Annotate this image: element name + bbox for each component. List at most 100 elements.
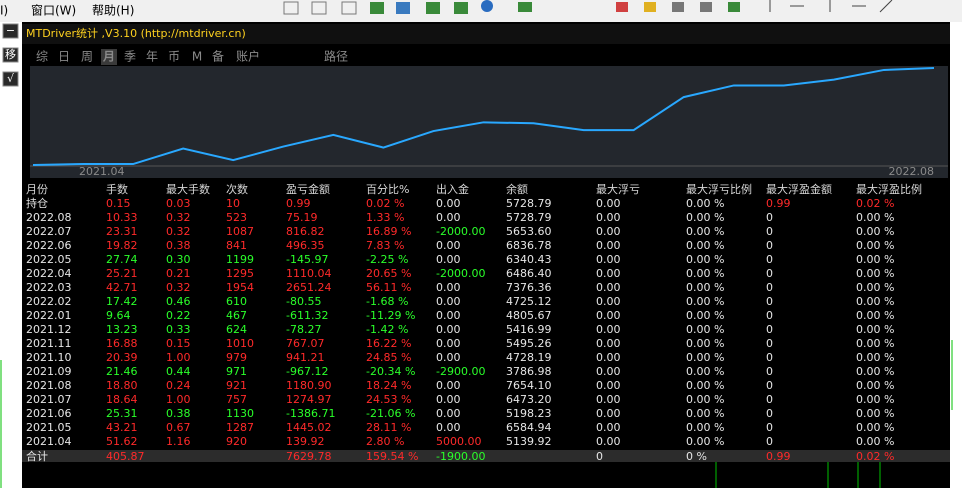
table-cell: 1274.97	[286, 393, 332, 406]
row-label: 持仓	[26, 196, 48, 210]
table-cell: 9.64	[106, 309, 131, 322]
tab[interactable]: 月	[102, 50, 115, 64]
table-cell: 13.23	[106, 323, 138, 336]
table-cell: 0.00	[596, 267, 621, 280]
table-cell: 0.00	[436, 295, 461, 308]
table-cell: 1.33 %	[366, 211, 404, 224]
table-cell: 0.00 %	[856, 267, 894, 280]
table-cell: 159.54 %	[366, 450, 418, 463]
tab[interactable]: 账户	[236, 49, 260, 64]
table-cell: -967.12	[286, 365, 328, 378]
table-cell: 28.11 %	[366, 421, 411, 434]
row-label: 2022.07	[26, 225, 72, 238]
table-cell: 0	[766, 365, 773, 378]
table-cell: -1.42 %	[366, 323, 408, 336]
row-label: 2022.01	[26, 309, 72, 322]
table-cell: 27.74	[106, 253, 138, 266]
side-button[interactable]	[2, 71, 19, 87]
table-cell: 0.00 %	[686, 239, 724, 252]
table-cell: -2900.00	[436, 365, 485, 378]
table-cell: 0.02 %	[366, 197, 404, 210]
tab[interactable]: M	[192, 50, 202, 64]
table-cell: 0	[766, 309, 773, 322]
table-cell: 5198.23	[506, 407, 552, 420]
menu-item[interactable]: 帮助(H)	[92, 4, 134, 18]
side-button[interactable]	[2, 47, 19, 63]
table-cell: 0.15	[166, 337, 191, 350]
tab[interactable]: 备	[212, 50, 224, 64]
tab[interactable]: 季	[124, 50, 136, 64]
table-cell: 0.00 %	[686, 253, 724, 266]
tab[interactable]: 综	[36, 50, 48, 64]
table-cell: 6473.20	[506, 393, 552, 406]
table-cell: 0.00 %	[856, 393, 894, 406]
toolbar	[283, 0, 893, 15]
table-cell: 20.39	[106, 351, 138, 364]
table-cell: 0.24	[166, 379, 191, 392]
table-cell: 5139.92	[506, 435, 552, 448]
table-cell: 0.21	[166, 267, 191, 280]
table-cell: 941.21	[286, 351, 325, 364]
menu-bar	[0, 0, 962, 22]
table-cell: 18.64	[106, 393, 138, 406]
table-cell: 0	[766, 323, 773, 336]
table-cell: 0.00	[436, 323, 461, 336]
table-cell: 0.00 %	[686, 393, 724, 406]
table-cell: 0.00	[596, 393, 621, 406]
total-row-band	[22, 450, 950, 462]
table-cell: 0.00 %	[686, 323, 724, 336]
table-cell: 0	[766, 281, 773, 294]
table-cell: 51.62	[106, 435, 138, 448]
side-button-label[interactable]: −	[6, 24, 15, 37]
table-cell: -80.55	[286, 295, 321, 308]
tab[interactable]: 日	[58, 50, 70, 64]
table-cell: 0.00	[436, 337, 461, 350]
table-cell: 0	[766, 407, 773, 420]
table-cell: 0.03	[166, 197, 191, 210]
table-cell: 0.00 %	[856, 379, 894, 392]
table-cell: 920	[226, 435, 247, 448]
table-cell: 0.38	[166, 407, 191, 420]
table-cell: 0.00	[596, 337, 621, 350]
table-cell: 0.32	[166, 281, 191, 294]
table-cell: 0.02 %	[856, 450, 894, 463]
table-header: 次数	[226, 182, 248, 196]
table-cell: 0.00	[596, 295, 621, 308]
table-cell: 42.71	[106, 281, 138, 294]
table-cell: 610	[226, 295, 247, 308]
table-header: 最大浮亏比例	[686, 182, 752, 196]
side-button-label[interactable]: √	[7, 72, 15, 85]
table-cell: 0.00 %	[686, 295, 724, 308]
table-cell: 0.00	[596, 407, 621, 420]
table-cell: 0.00	[436, 393, 461, 406]
tab[interactable]: 周	[81, 50, 93, 64]
table-cell: 0.00	[596, 239, 621, 252]
balance-line	[32, 67, 935, 166]
table-cell: 767.07	[286, 337, 325, 350]
table-cell: 0.00 %	[856, 225, 894, 238]
table-cell: 139.92	[286, 435, 325, 448]
tab[interactable]: 币	[168, 50, 180, 64]
row-label: 合计	[26, 449, 48, 463]
tab[interactable]: 年	[146, 50, 158, 64]
table-cell: 6340.43	[506, 253, 552, 266]
table-cell: 0	[766, 225, 773, 238]
table-cell: 1445.02	[286, 421, 332, 434]
table-cell: 467	[226, 309, 247, 322]
table-cell: 0.00 %	[686, 365, 724, 378]
table-cell: -2000.00	[436, 225, 485, 238]
table-cell: 7376.36	[506, 281, 552, 294]
table-cell: -20.34 %	[366, 365, 415, 378]
table-cell: 0.00 %	[686, 309, 724, 322]
table-cell: 0.00 %	[686, 281, 724, 294]
menu-item[interactable]: I)	[0, 4, 8, 18]
row-label: 2021.11	[26, 337, 72, 350]
table-cell: 0.00 %	[856, 239, 894, 252]
menu-item[interactable]: 窗口(W)	[31, 4, 76, 18]
table-cell: -145.97	[286, 253, 328, 266]
tab[interactable]: 路径	[324, 49, 348, 64]
table-cell: 0.00 %	[856, 211, 894, 224]
side-button-label[interactable]: 移	[5, 48, 16, 61]
side-button[interactable]	[2, 23, 19, 39]
